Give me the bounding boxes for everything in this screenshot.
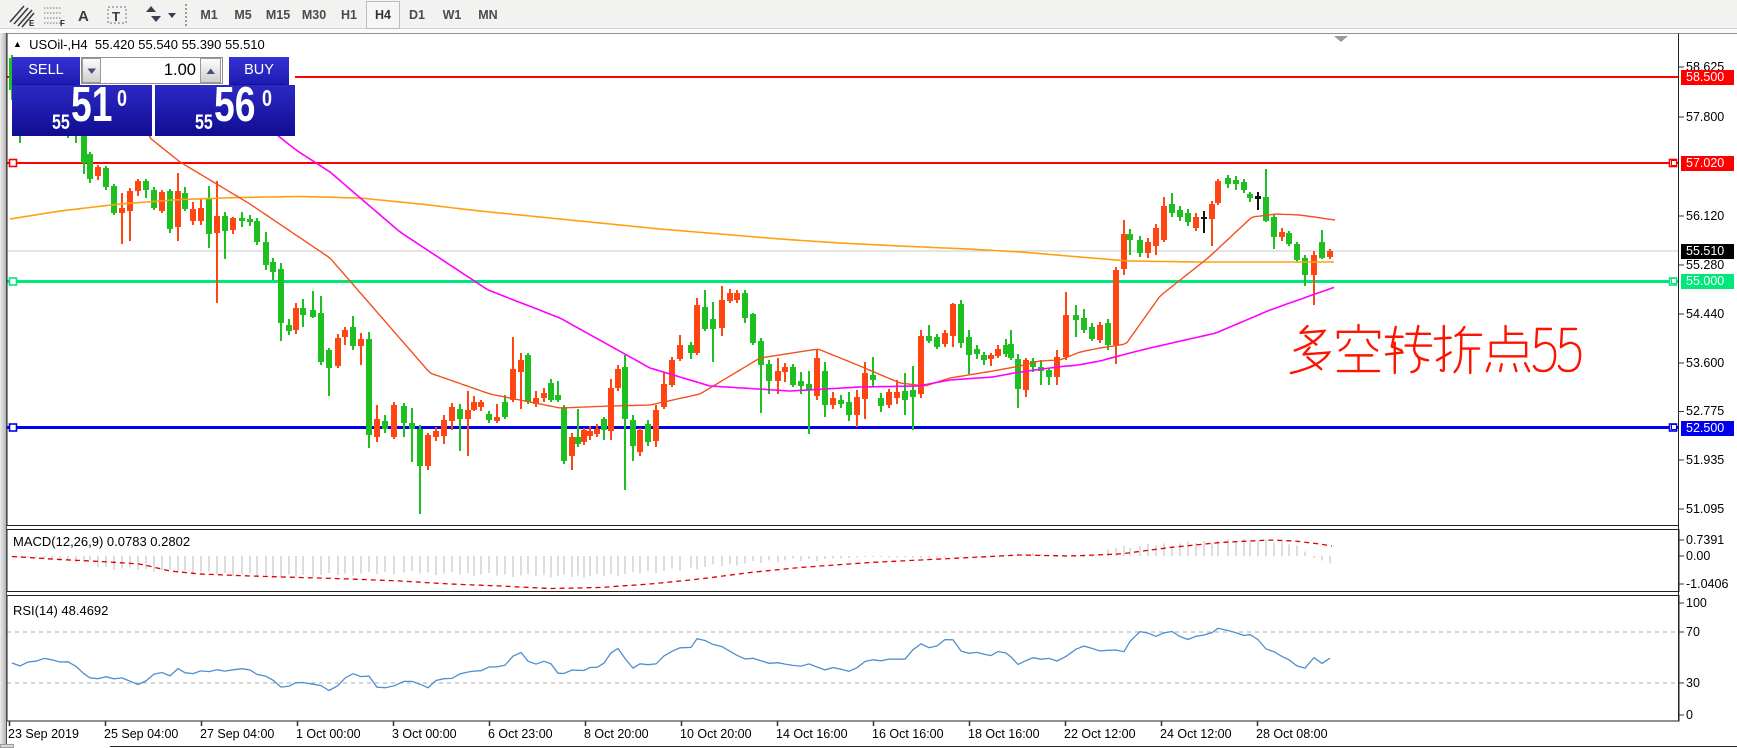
svg-text:A: A xyxy=(78,8,89,25)
svg-text:F: F xyxy=(60,19,65,28)
svg-text:T: T xyxy=(112,9,120,24)
svg-text:E: E xyxy=(29,19,35,28)
